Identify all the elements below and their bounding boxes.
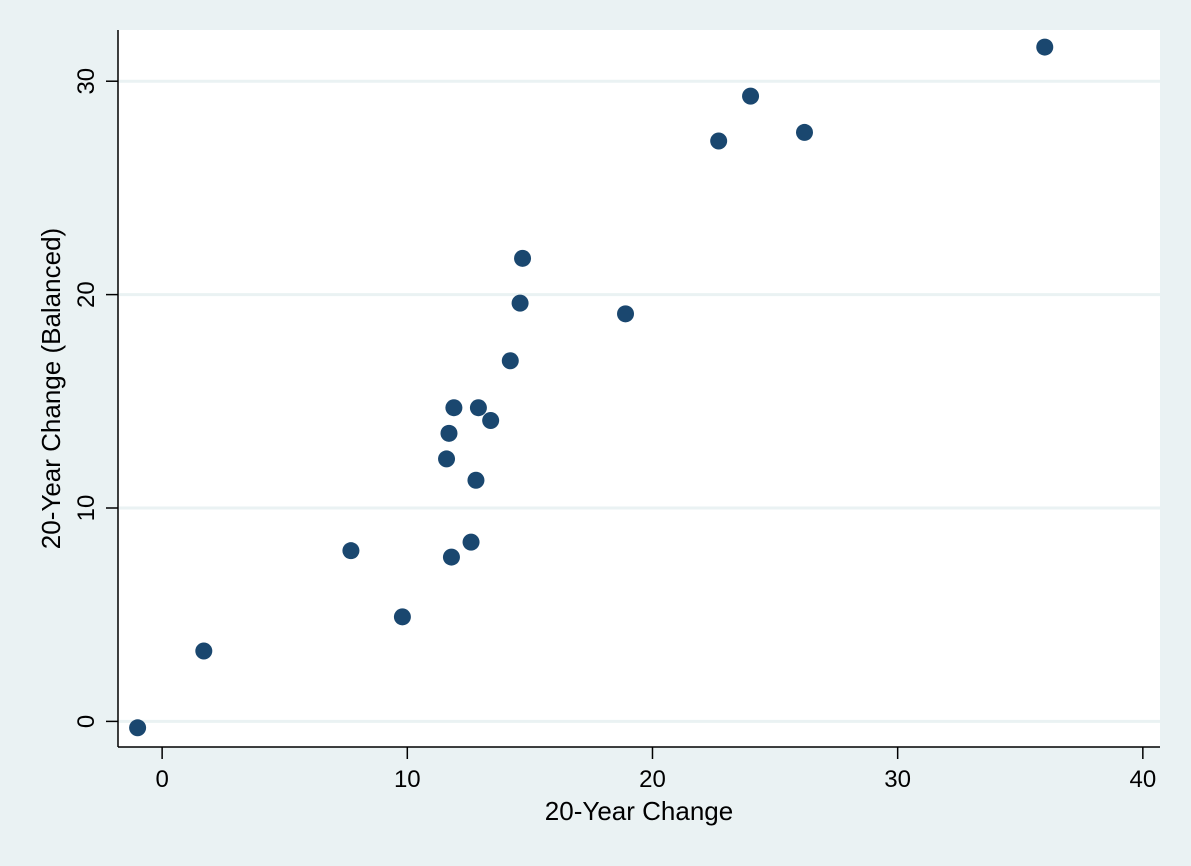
- data-point: [469, 399, 487, 417]
- data-points: [129, 38, 1054, 737]
- data-point: [442, 548, 460, 566]
- y-tick-label: 20: [73, 281, 100, 308]
- data-point: [438, 450, 456, 468]
- x-tick-label: 40: [1129, 766, 1156, 793]
- x-tick-label: 0: [155, 766, 168, 793]
- x-tick-label: 20: [639, 766, 666, 793]
- y-tick-label: 30: [73, 68, 100, 95]
- data-point: [129, 719, 147, 737]
- data-point: [393, 608, 411, 626]
- x-tick-label: 30: [884, 766, 911, 793]
- data-point: [795, 123, 813, 141]
- data-point: [440, 424, 458, 442]
- data-point: [482, 412, 500, 430]
- data-point: [617, 305, 635, 323]
- data-point: [1036, 38, 1054, 56]
- axes: 0 10 20 30 0 10 20 30 40: [73, 30, 1160, 793]
- data-point: [501, 352, 519, 370]
- y-axis-title: 20-Year Change (Balanced): [36, 228, 66, 549]
- gridlines: [119, 79, 1160, 723]
- data-point: [342, 542, 360, 560]
- y-tick-label: 10: [73, 495, 100, 522]
- data-point: [742, 87, 760, 105]
- x-tick-label: 10: [394, 766, 421, 793]
- plot-area: [118, 30, 1160, 747]
- data-point: [445, 399, 463, 417]
- y-tick-label: 0: [73, 715, 100, 728]
- data-point: [462, 533, 480, 551]
- data-point: [514, 249, 532, 267]
- data-point: [511, 294, 529, 312]
- data-point: [195, 642, 213, 660]
- data-point: [467, 471, 485, 489]
- x-axis-title: 20-Year Change: [545, 796, 733, 826]
- data-point: [710, 132, 728, 150]
